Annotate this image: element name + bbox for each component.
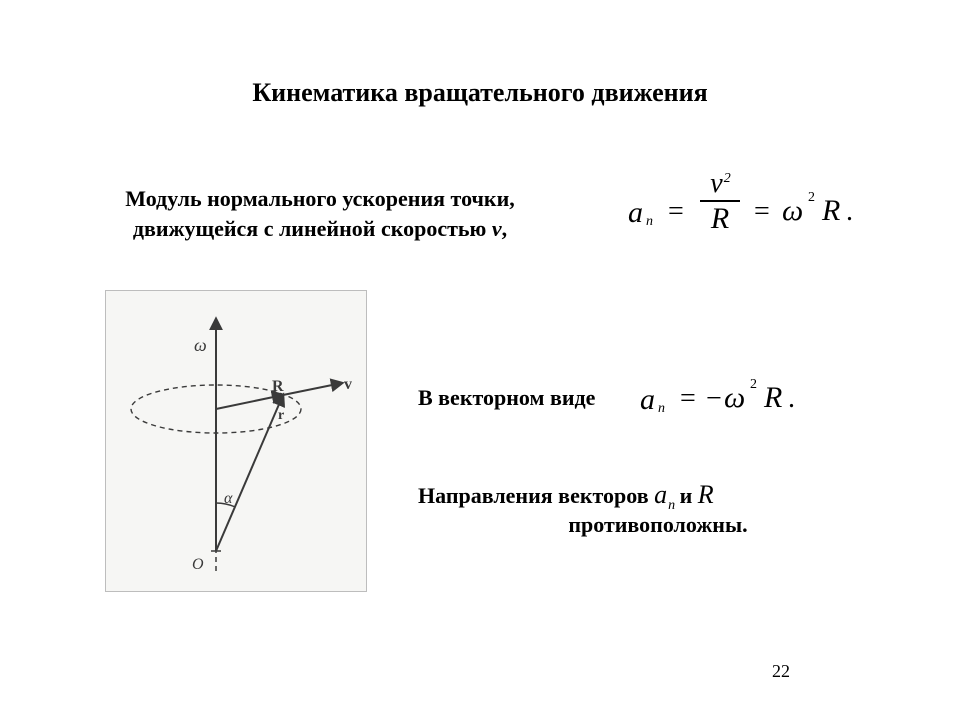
svg-text:R: R (272, 378, 284, 395)
direction-text-line2: противоположны. (418, 512, 898, 538)
dir-text-b: и (680, 483, 698, 508)
para1-line2b: , (502, 216, 508, 241)
sym-R-inline: R (698, 480, 714, 509)
sym-R: R (764, 381, 782, 415)
sym-dot: . (846, 196, 853, 228)
sym-a: a (640, 383, 655, 417)
sym-a: a (628, 196, 643, 230)
svg-text:ω: ω (194, 335, 207, 355)
sym-v: v (710, 168, 722, 199)
fraction: v2 R (700, 170, 740, 234)
equation-an-scalar: a n = v2 R = ω 2 R . (628, 170, 918, 250)
equation-an-vector: a n = − ω 2 R . (640, 375, 890, 425)
sym-R: R (822, 194, 840, 228)
label-vector-form: В векторном виде (418, 385, 595, 411)
svg-text:O: O (192, 556, 204, 573)
page-title: Кинематика вращательного движения (0, 78, 960, 108)
para1-line1: Модуль нормального ускорения точки, (125, 186, 515, 211)
sym-R-den: R (700, 204, 740, 234)
slide: Кинематика вращательного движения Модуль… (0, 0, 960, 720)
sym-a-sub: n (658, 401, 665, 417)
sym-equals2: = (754, 196, 770, 228)
sym-an-inline: an (654, 480, 674, 509)
sym-a-sub: n (646, 214, 653, 230)
sym-equals: = (668, 196, 684, 228)
sym-minus: − (706, 383, 722, 415)
page-number: 22 (772, 661, 790, 682)
sym-equals: = (680, 383, 696, 415)
sym-dot: . (788, 383, 795, 415)
para1-line2a: движущейся с линейной скоростью (133, 216, 492, 241)
paragraph-normal-accel: Модуль нормального ускорения точки, движ… (70, 184, 570, 243)
sym-v-exp: 2 (724, 171, 731, 186)
svg-text:v: v (344, 376, 352, 393)
sym-omega: ω (724, 381, 745, 415)
diagram-rotational: ω Rr v α O (105, 290, 367, 592)
sym-omega: ω (782, 194, 803, 228)
svg-text:α: α (224, 490, 233, 507)
symbol-v: v (492, 216, 502, 241)
svg-text:r: r (278, 408, 284, 423)
diagram-svg: ω Rr v α O (106, 291, 366, 591)
direction-text: Направления векторов an и R (418, 480, 714, 510)
sym-omega-exp: 2 (808, 190, 815, 206)
dir-text-a: Направления векторов (418, 483, 654, 508)
sym-omega-exp: 2 (750, 377, 757, 393)
